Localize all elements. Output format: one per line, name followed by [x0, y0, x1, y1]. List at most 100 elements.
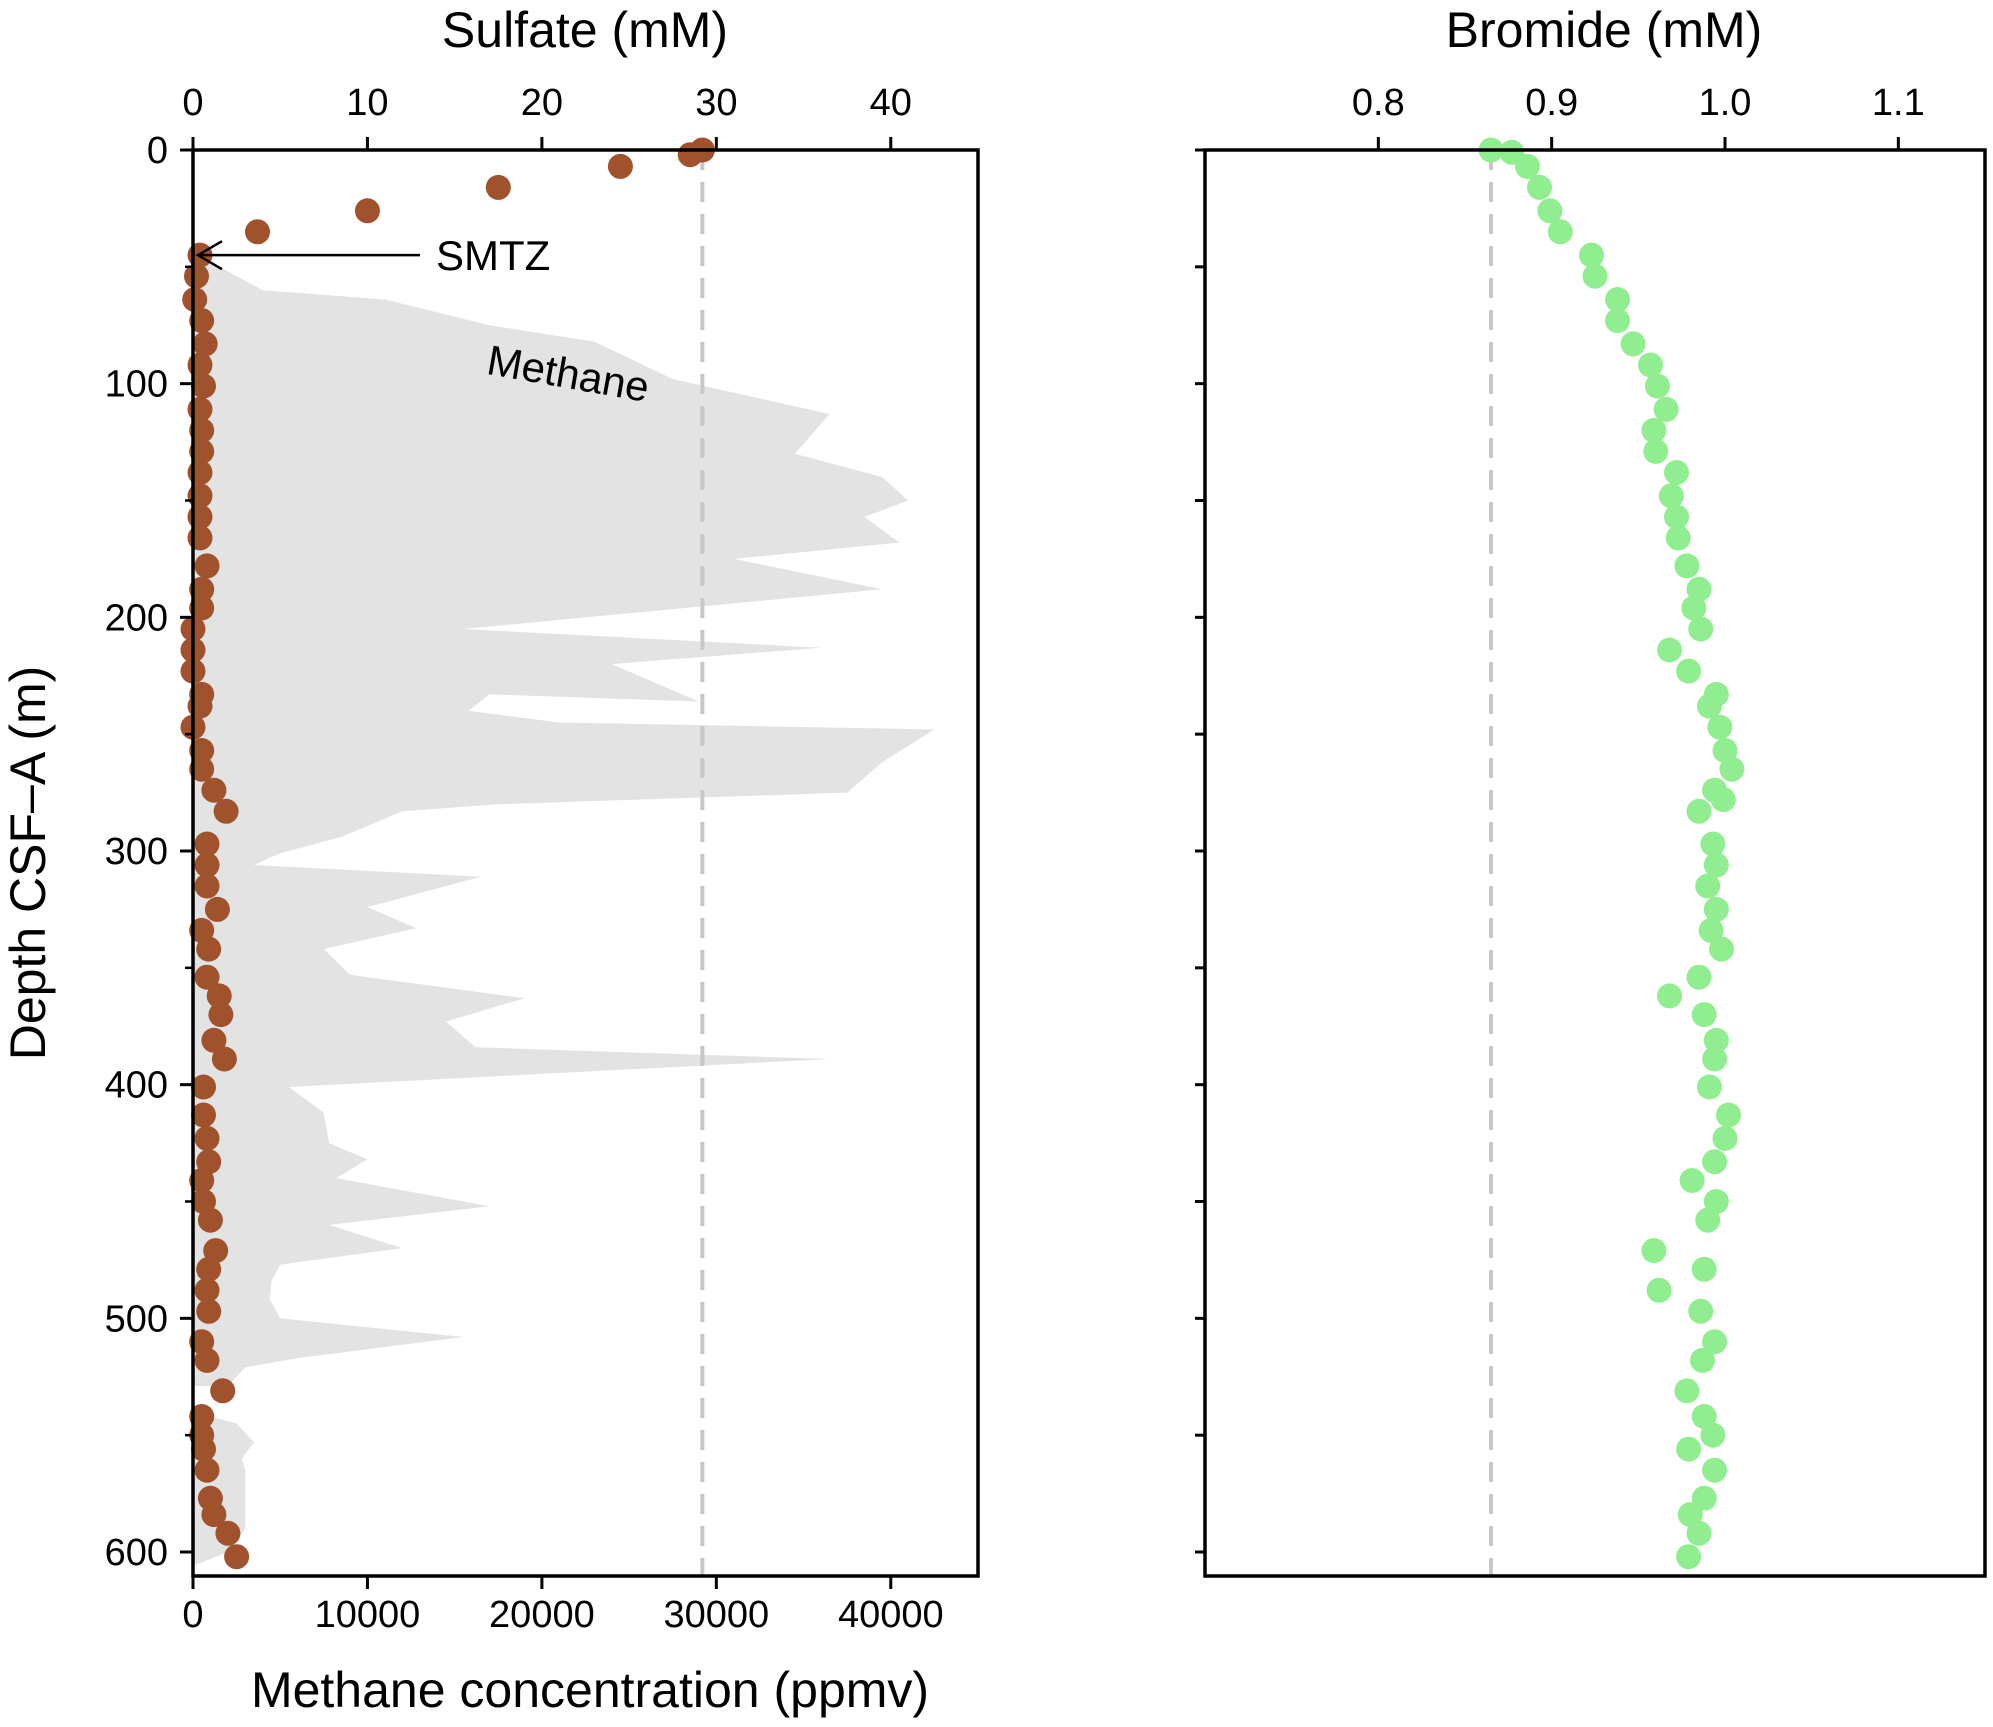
bromide-tick-label: 0.8 [1352, 82, 1405, 124]
bromide-point [1695, 873, 1721, 899]
bromide-point [1643, 438, 1669, 464]
bromide-point [1691, 1256, 1717, 1282]
methane-area [193, 255, 935, 1567]
bromide-point [1709, 936, 1734, 962]
sulfate-point [191, 373, 216, 399]
bromide-point [1686, 1520, 1712, 1546]
methane-tick-label: 10000 [315, 1594, 421, 1636]
depth-tick-label: 400 [105, 1065, 168, 1107]
bromide-point [1641, 417, 1667, 443]
smtz-arrow-head [195, 240, 223, 271]
bromide-point [1681, 595, 1707, 621]
sulfate-point [354, 198, 380, 224]
sulfate-tick-label: 0 [182, 82, 203, 124]
methane-tick-label: 30000 [663, 1594, 769, 1636]
left-panel-sulfate-methane: 0 10 20 30 40 0 10000 20000 30000 40000 0 100 200 3… [0, 2, 980, 1718]
bromide-tick-label: 1.1 [1872, 82, 1925, 124]
sulfate-point [206, 983, 232, 1009]
sulfate-point [189, 1404, 215, 1429]
bromide-point [1657, 637, 1682, 663]
bromide-point [1691, 1485, 1717, 1511]
bromide-point [1638, 352, 1663, 378]
depth-axis-title: Depth CSF–A (m) [0, 666, 56, 1061]
bromide-point [1703, 852, 1729, 878]
sulfate-point [184, 263, 209, 289]
bromide-tick-label: 1.0 [1699, 82, 1752, 124]
bromide-point [1702, 1046, 1728, 1072]
bromide-point [1703, 1189, 1729, 1214]
bromide-point [1696, 1074, 1722, 1100]
bromide-point [1641, 1238, 1667, 1264]
bromide-point [1657, 983, 1682, 1009]
bromide-point [1686, 798, 1712, 824]
sulfate-tick-label: 10 [346, 82, 388, 124]
bromide-axis-ticks: 0.8 0.9 1.0 1.1 [1352, 82, 1925, 150]
sulfate-point [192, 331, 218, 357]
bromide-point [1674, 1378, 1700, 1404]
sulfate-point [204, 896, 230, 922]
sulfate-point [196, 936, 222, 962]
sulfate-point [189, 1168, 215, 1193]
sulfate-point [197, 1207, 223, 1233]
bromide-point [1677, 1502, 1703, 1528]
sulfate-tick-label: 30 [695, 82, 737, 124]
sulfate-point [189, 417, 215, 443]
bromide-point [1676, 658, 1702, 684]
methane-axis-ticks: 0 10000 20000 30000 40000 [182, 1576, 944, 1636]
bromide-point [1579, 242, 1604, 268]
bromide-point [1688, 1298, 1714, 1324]
sulfate-point [194, 1125, 220, 1151]
depth-tick-label: 0 [147, 130, 168, 172]
sulfate-tick-label: 40 [870, 82, 912, 124]
bromide-point [1719, 756, 1745, 782]
bromide-point [1514, 153, 1540, 179]
bromide-point [1658, 483, 1684, 509]
left-plot-frame [191, 148, 980, 1578]
sulfate-point [208, 1002, 234, 1028]
bromide-point [1691, 1002, 1717, 1028]
sulfate-point [196, 1256, 222, 1282]
bromide-point [1702, 1457, 1728, 1483]
bromide-point [1691, 1404, 1717, 1429]
bromide-point [1547, 219, 1573, 245]
sulfate-point [189, 438, 215, 464]
sulfate-point [677, 142, 703, 168]
right-plot-frame [1203, 148, 1987, 1578]
methane-tick-label: 20000 [489, 1594, 595, 1636]
sulfate-point [211, 1046, 237, 1072]
bromide-point [1664, 460, 1689, 485]
bromide-point [1690, 1347, 1715, 1373]
bromide-point [1710, 787, 1736, 813]
sulfate-point [189, 738, 215, 763]
bromide-point [1707, 714, 1733, 740]
bromide-point [1688, 616, 1714, 642]
bromide-point [1716, 1102, 1741, 1128]
bromide-point [1698, 917, 1724, 943]
bromide-point [1665, 525, 1691, 551]
bromide-point [1700, 1422, 1726, 1448]
sulfate-point [215, 1520, 241, 1546]
smtz-label: SMTZ [436, 232, 550, 279]
bromide-point [1527, 174, 1552, 200]
depth-tick-label: 500 [105, 1298, 168, 1340]
bromide-point [1702, 1329, 1728, 1355]
sulfate-point [194, 553, 220, 579]
sulfate-point [201, 777, 227, 803]
sulfate-point [189, 576, 215, 602]
sulfate-point [191, 1074, 216, 1100]
sulfate-point [210, 1378, 236, 1404]
sulfate-point [213, 798, 239, 824]
bromide-point [1712, 1125, 1738, 1151]
smtz-arrow [195, 240, 420, 271]
sulfate-point [189, 595, 215, 621]
bromide-point [1703, 1027, 1729, 1053]
sulfate-point [485, 174, 511, 200]
sulfate-point [201, 1502, 227, 1528]
bromide-point [1537, 198, 1563, 224]
sulfate-point [196, 1298, 222, 1324]
sulfate-point [245, 219, 270, 245]
sulfate-point [194, 831, 220, 857]
bromide-point [1676, 1436, 1702, 1462]
sulfate-axis-title: Sulfate (mM) [442, 2, 728, 58]
bromide-point [1664, 504, 1689, 530]
